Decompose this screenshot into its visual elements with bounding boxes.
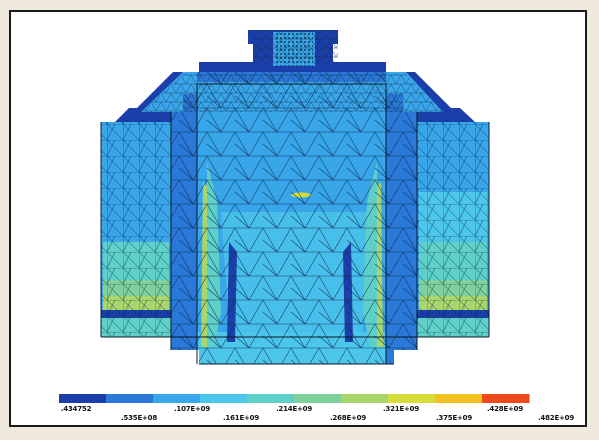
legend-label: .107E+09 xyxy=(173,405,211,413)
legend-labels-top: .434752 .107E+09 .214E+09 .321E+09 .428E… xyxy=(11,405,585,415)
legend-swatch xyxy=(341,394,389,403)
legend-label: .268E+09 xyxy=(329,414,367,422)
legend-swatch xyxy=(294,394,342,403)
legend-labels-bottom: .535E+08 .161E+09 .268E+09 .375E+09 .482… xyxy=(11,414,585,424)
legend-label: .434752 xyxy=(60,405,92,413)
legend-label: .535E+08 xyxy=(120,414,158,422)
legend-swatch xyxy=(435,394,483,403)
legend-label: .214E+09 xyxy=(275,405,313,413)
legend-swatch xyxy=(482,394,530,403)
central-body xyxy=(171,72,417,364)
legend-color-bar xyxy=(59,394,530,403)
legend-label: .321E+09 xyxy=(382,405,420,413)
legend-swatch xyxy=(200,394,248,403)
shoulder-mesh xyxy=(141,74,443,112)
legend-label: .375E+09 xyxy=(435,414,473,422)
legend-swatch xyxy=(247,394,295,403)
neck-mesh xyxy=(253,30,338,64)
legend-swatch xyxy=(153,394,201,403)
legend-swatch xyxy=(388,394,436,403)
fea-stress-contour xyxy=(59,30,530,403)
legend-swatch xyxy=(59,394,107,403)
legend-label: .482E+09 xyxy=(537,414,575,422)
legend-label: .161E+09 xyxy=(222,414,260,422)
legend-label: .428E+09 xyxy=(486,405,524,413)
legend-swatch xyxy=(106,394,154,403)
outlines xyxy=(100,83,490,365)
contour-plot-frame: .434752 .107E+09 .214E+09 .321E+09 .428E… xyxy=(9,10,587,427)
